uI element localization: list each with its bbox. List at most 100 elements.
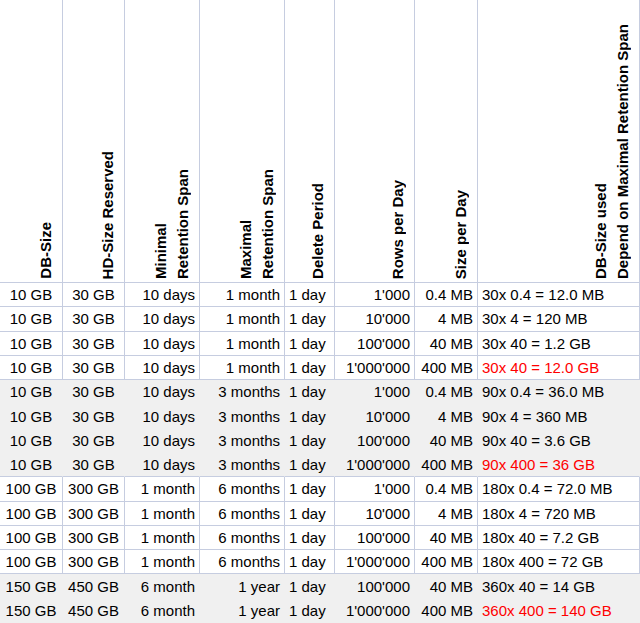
cell-row10-minimal-retention-span: 1 month (125, 502, 200, 526)
column-header-hd-size-reserved: HD-Size Reserved (63, 0, 125, 283)
cell-row14-db-size: 150 GB (0, 599, 63, 623)
cell-row3-db-size: 10 GB (0, 332, 63, 356)
column-header-label-db-size: DB-Size (35, 222, 57, 279)
cell-row7-db-size: 10 GB (0, 429, 63, 453)
retention-sizing-table: DB-Size HD-Size Reserved Minimal Retention… (0, 0, 640, 623)
cell-row2-rows-per-day: 10'000 (335, 307, 415, 331)
cell-row2-db-size: 10 GB (0, 307, 63, 331)
cell-row8-maximal-retention-span: 3 months (200, 453, 285, 477)
cell-row4-delete-period: 1 day (285, 356, 335, 380)
cell-row11-hd-size-reserved: 300 GB (63, 526, 125, 550)
cell-row3-db-size-used: 30x 40 = 1.2 GB (478, 332, 640, 356)
cell-row6-hd-size-reserved: 30 GB (63, 404, 125, 428)
cell-row5-minimal-retention-span: 10 days (125, 380, 200, 404)
cell-row8-db-size-used: 90x 400 = 36 GB (478, 453, 640, 477)
cell-row4-rows-per-day: 1'000'000 (335, 356, 415, 380)
cell-row14-delete-period: 1 day (285, 599, 335, 623)
cell-row13-maximal-retention-span: 1 year (200, 574, 285, 598)
cell-row2-size-per-day: 4 MB (415, 307, 478, 331)
cell-row4-maximal-retention-span: 1 month (200, 356, 285, 380)
cell-row10-delete-period: 1 day (285, 502, 335, 526)
cell-row1-db-size-used: 30x 0.4 = 12.0 MB (478, 283, 640, 307)
cell-row6-minimal-retention-span: 10 days (125, 404, 200, 428)
cell-row9-delete-period: 1 day (285, 477, 335, 501)
cell-row1-delete-period: 1 day (285, 283, 335, 307)
cell-row4-db-size: 10 GB (0, 356, 63, 380)
cell-row14-hd-size-reserved: 450 GB (63, 599, 125, 623)
cell-row10-hd-size-reserved: 300 GB (63, 502, 125, 526)
column-header-label-size-per-day: Size per Day (450, 190, 472, 279)
cell-row10-db-size-used: 180x 4 = 720 MB (478, 502, 640, 526)
cell-row4-db-size-used: 30x 40 = 12.0 GB (478, 356, 640, 380)
cell-row8-rows-per-day: 1'000'000 (335, 453, 415, 477)
cell-row4-hd-size-reserved: 30 GB (63, 356, 125, 380)
column-header-db-size-used: DB-Size used Depend on Maximal Retention… (478, 0, 640, 283)
cell-row3-minimal-retention-span: 10 days (125, 332, 200, 356)
cell-row2-maximal-retention-span: 1 month (200, 307, 285, 331)
cell-row2-delete-period: 1 day (285, 307, 335, 331)
cell-row14-minimal-retention-span: 6 month (125, 599, 200, 623)
cell-row8-delete-period: 1 day (285, 453, 335, 477)
cell-row5-db-size: 10 GB (0, 380, 63, 404)
cell-row10-maximal-retention-span: 6 months (200, 502, 285, 526)
cell-row7-delete-period: 1 day (285, 429, 335, 453)
cell-row11-db-size-used: 180x 40 = 7.2 GB (478, 526, 640, 550)
cell-row7-hd-size-reserved: 30 GB (63, 429, 125, 453)
cell-row10-rows-per-day: 10'000 (335, 502, 415, 526)
cell-row13-size-per-day: 40 MB (415, 574, 478, 598)
cell-row14-db-size-used: 360x 400 = 140 GB (478, 599, 640, 623)
cell-row3-hd-size-reserved: 30 GB (63, 332, 125, 356)
cell-row14-size-per-day: 400 MB (415, 599, 478, 623)
cell-row12-size-per-day: 400 MB (415, 550, 478, 574)
cell-row13-db-size-used: 360x 40 = 14 GB (478, 574, 640, 598)
column-header-maximal-retention-span: Maximal Retention Span (200, 0, 285, 283)
cell-row12-db-size-used: 180x 400 = 72 GB (478, 550, 640, 574)
cell-row12-hd-size-reserved: 300 GB (63, 550, 125, 574)
cell-row1-hd-size-reserved: 30 GB (63, 283, 125, 307)
column-header-label-hd-size-reserved: HD-Size Reserved (97, 151, 119, 279)
cell-row11-maximal-retention-span: 6 months (200, 526, 285, 550)
cell-row8-db-size: 10 GB (0, 453, 63, 477)
cell-row8-hd-size-reserved: 30 GB (63, 453, 125, 477)
cell-row1-minimal-retention-span: 10 days (125, 283, 200, 307)
cell-row13-delete-period: 1 day (285, 574, 335, 598)
cell-row6-db-size: 10 GB (0, 404, 63, 428)
cell-row9-rows-per-day: 1'000 (335, 477, 415, 501)
cell-row9-maximal-retention-span: 6 months (200, 477, 285, 501)
cell-row14-maximal-retention-span: 1 year (200, 599, 285, 623)
cell-row3-delete-period: 1 day (285, 332, 335, 356)
cell-row9-db-size: 100 GB (0, 477, 63, 501)
cell-row2-db-size-used: 30x 4 = 120 MB (478, 307, 640, 331)
cell-row13-db-size: 150 GB (0, 574, 63, 598)
column-header-label-minimal-retention-span: Minimal Retention Span (150, 169, 194, 279)
cell-row9-size-per-day: 0.4 MB (415, 477, 478, 501)
cell-row12-rows-per-day: 1'000'000 (335, 550, 415, 574)
cell-row6-maximal-retention-span: 3 months (200, 404, 285, 428)
cell-row4-size-per-day: 400 MB (415, 356, 478, 380)
cell-row5-db-size-used: 90x 0.4 = 36.0 MB (478, 380, 640, 404)
cell-row11-delete-period: 1 day (285, 526, 335, 550)
cell-row1-size-per-day: 0.4 MB (415, 283, 478, 307)
cell-row2-hd-size-reserved: 30 GB (63, 307, 125, 331)
column-header-label-delete-period: Delete Period (307, 183, 329, 279)
cell-row10-db-size: 100 GB (0, 502, 63, 526)
cell-row13-rows-per-day: 100'000 (335, 574, 415, 598)
cell-row7-maximal-retention-span: 3 months (200, 429, 285, 453)
cell-row11-minimal-retention-span: 1 month (125, 526, 200, 550)
cell-row3-maximal-retention-span: 1 month (200, 332, 285, 356)
cell-row14-rows-per-day: 1'000'000 (335, 599, 415, 623)
column-header-label-maximal-retention-span: Maximal Retention Span (235, 169, 279, 279)
cell-row5-size-per-day: 0.4 MB (415, 380, 478, 404)
column-header-label-db-size-used: DB-Size used Depend on Maximal Retention… (590, 24, 634, 279)
cell-row12-maximal-retention-span: 6 months (200, 550, 285, 574)
cell-row12-minimal-retention-span: 1 month (125, 550, 200, 574)
cell-row11-size-per-day: 40 MB (415, 526, 478, 550)
column-header-size-per-day: Size per Day (415, 0, 478, 283)
cell-row9-db-size-used: 180x 0.4 = 72.0 MB (478, 477, 640, 501)
cell-row2-minimal-retention-span: 10 days (125, 307, 200, 331)
cell-row9-minimal-retention-span: 1 month (125, 477, 200, 501)
cell-row3-rows-per-day: 100'000 (335, 332, 415, 356)
cell-row13-hd-size-reserved: 450 GB (63, 574, 125, 598)
column-header-label-rows-per-day: Rows per Day (387, 180, 409, 279)
cell-row1-maximal-retention-span: 1 month (200, 283, 285, 307)
